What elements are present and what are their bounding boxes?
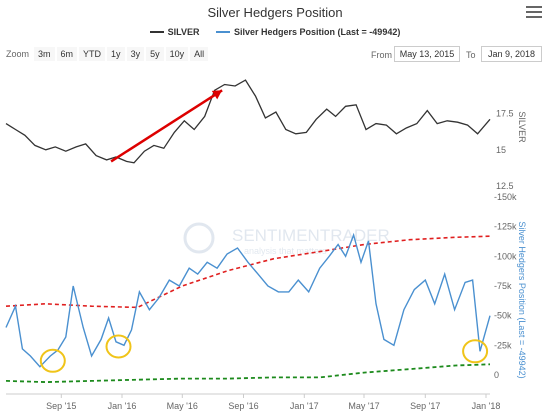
zoom-button-all[interactable]: All (190, 47, 209, 61)
silver-panel: 12.5 15 17.5 (5, 79, 514, 191)
highlight-circle (105, 334, 132, 359)
x-tick-label: Jan '18 (472, 401, 501, 411)
x-axis: Sep '15 Jan '16 May '16 Sep '16 Jan '17 May '… (6, 393, 501, 411)
silver-y-tick: 12.5 (496, 181, 514, 191)
from-date-input[interactable]: May 13, 2015 (394, 46, 460, 62)
legend-swatch-hedgers (216, 31, 231, 33)
x-tick-label: Jan '17 (290, 401, 319, 411)
silver-series-line (5, 79, 491, 164)
hedgers-y-tick: -75k (494, 281, 512, 291)
zoom-button-1y[interactable]: 1y (107, 47, 125, 61)
legend-label-hedgers: Silver Hedgers Position (Last = -49942) (234, 27, 401, 37)
highlight-circle (39, 348, 66, 373)
hedgers-y-tick: -100k (494, 251, 517, 261)
zoom-button-6m[interactable]: 6m (56, 47, 78, 61)
to-date-input[interactable]: Jan 9, 2018 (481, 46, 542, 62)
hedgers-panel: -150k -125k -100k -75k -50k -25k 0 (5, 192, 517, 384)
trend-arrowhead (211, 90, 223, 100)
hedgers-axis-title: Silver Hedgers Position (Last = -49942) (517, 221, 527, 378)
legend-item-silver[interactable]: SILVER (149, 27, 200, 37)
hedgers-y-tick: -125k (494, 222, 517, 232)
hedgers-series-line (5, 232, 491, 368)
trend-arrow-line (110, 89, 223, 163)
x-tick-label: Sep '15 (46, 401, 76, 411)
zoom-button-3m[interactable]: 3m (34, 47, 55, 61)
x-tick-label: May '16 (167, 401, 198, 411)
zoom-button-ytd[interactable]: YTD (79, 47, 106, 61)
upper-band-line (5, 235, 491, 309)
chart-title: Silver Hedgers Position (207, 5, 343, 20)
hedgers-y-tick: -150k (494, 192, 517, 202)
chart-menu-icon[interactable] (526, 6, 542, 20)
zoom-button-10y[interactable]: 10y (165, 47, 189, 61)
lower-band-line (5, 363, 491, 384)
zoom-controls: Zoom 3m 6m YTD 1y 3y 5y 10y All (6, 47, 210, 61)
x-tick-label: Jan '16 (108, 401, 137, 411)
x-tick-label: Sep '17 (410, 401, 440, 411)
to-label: To (466, 50, 476, 60)
watermark-brand: SENTIMENTRADER (232, 226, 390, 245)
zoom-button-5y[interactable]: 5y (146, 47, 164, 61)
annotations (39, 89, 489, 373)
legend-label-silver: SILVER (167, 27, 200, 37)
zoom-button-3y[interactable]: 3y (126, 47, 145, 61)
highlight-circle (462, 339, 489, 364)
watermark: SENTIMENTRADER analysis that matters (183, 222, 390, 256)
x-tick-label: Sep '16 (228, 401, 258, 411)
silver-y-tick: 15 (496, 145, 506, 155)
hedgers-y-tick: -25k (494, 340, 512, 350)
zoom-label: Zoom (6, 49, 30, 59)
from-label: From (371, 50, 392, 60)
chart-legend: SILVER Silver Hedgers Position (Last = -… (0, 25, 550, 37)
legend-swatch-silver (149, 31, 164, 33)
watermark-tagline: analysis that matters (244, 246, 327, 256)
hedgers-y-tick: -50k (494, 311, 512, 321)
x-tick-label: May '17 (348, 401, 379, 411)
silver-y-tick: 17.5 (496, 109, 514, 119)
legend-item-hedgers[interactable]: Silver Hedgers Position (Last = -49942) (216, 27, 400, 37)
silver-axis-title: SILVER (517, 111, 527, 143)
watermark-logo-icon (183, 222, 215, 254)
hedgers-y-tick: 0 (494, 370, 499, 380)
